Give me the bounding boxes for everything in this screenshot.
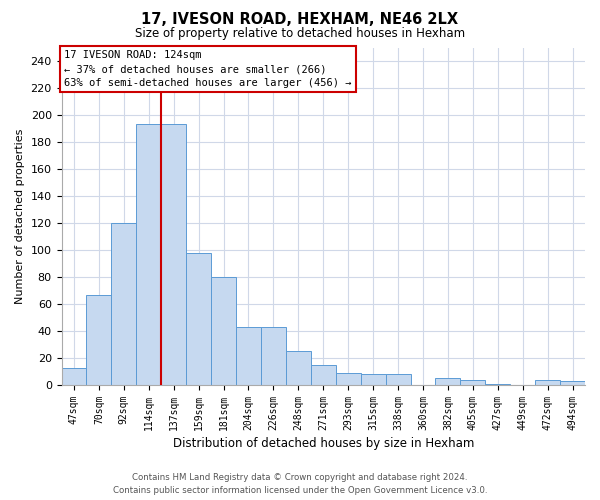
Bar [286,352,311,385]
Bar [535,380,560,385]
Y-axis label: Number of detached properties: Number of detached properties [15,128,25,304]
Bar [460,380,485,385]
X-axis label: Distribution of detached houses by size in Hexham: Distribution of detached houses by size … [173,437,474,450]
Bar [236,327,261,385]
Text: 17, IVESON ROAD, HEXHAM, NE46 2LX: 17, IVESON ROAD, HEXHAM, NE46 2LX [142,12,458,28]
Bar [112,223,136,385]
Bar [386,374,410,385]
Bar [86,294,112,385]
Bar [560,381,585,385]
Bar [211,277,236,385]
Bar [136,124,161,385]
Bar [361,374,386,385]
Bar [186,253,211,385]
Text: Contains HM Land Registry data © Crown copyright and database right 2024.
Contai: Contains HM Land Registry data © Crown c… [113,474,487,495]
Bar [336,373,361,385]
Bar [436,378,460,385]
Bar [311,365,336,385]
Bar [261,327,286,385]
Text: 17 IVESON ROAD: 124sqm
← 37% of detached houses are smaller (266)
63% of semi-de: 17 IVESON ROAD: 124sqm ← 37% of detached… [64,50,352,88]
Bar [161,124,186,385]
Bar [62,368,86,385]
Bar [485,384,510,385]
Text: Size of property relative to detached houses in Hexham: Size of property relative to detached ho… [135,28,465,40]
